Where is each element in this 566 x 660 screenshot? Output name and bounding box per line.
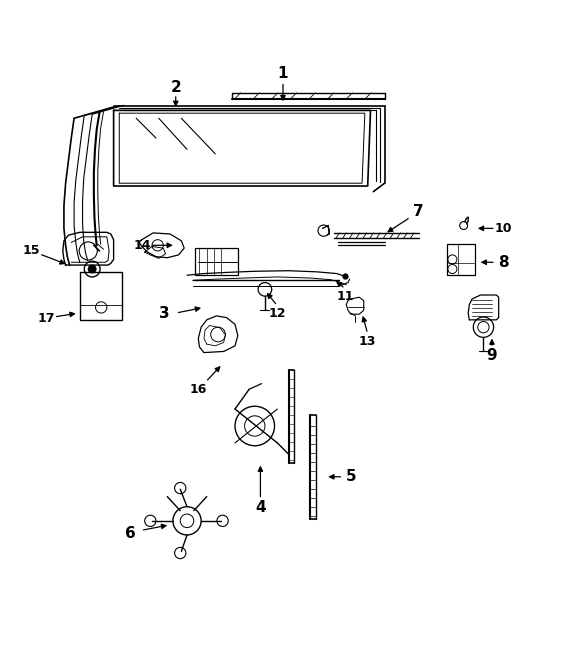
Text: 13: 13	[359, 335, 376, 348]
Text: 7: 7	[413, 204, 424, 219]
Text: 9: 9	[487, 348, 497, 363]
Text: 15: 15	[23, 244, 41, 257]
Text: 16: 16	[190, 383, 207, 396]
Text: 10: 10	[495, 222, 512, 235]
Text: 3: 3	[159, 306, 170, 321]
Text: 1: 1	[278, 65, 288, 81]
Text: 2: 2	[170, 80, 181, 95]
Text: 12: 12	[269, 306, 286, 319]
Bar	[195, 248, 238, 275]
Text: 11: 11	[336, 290, 354, 303]
Bar	[447, 244, 475, 275]
Text: 17: 17	[37, 312, 54, 325]
Text: 8: 8	[498, 255, 508, 270]
Bar	[80, 272, 122, 320]
Circle shape	[88, 265, 96, 273]
Text: 4: 4	[255, 500, 265, 515]
Text: 6: 6	[125, 526, 136, 541]
Text: 5: 5	[345, 469, 356, 484]
Text: 14: 14	[133, 239, 151, 252]
